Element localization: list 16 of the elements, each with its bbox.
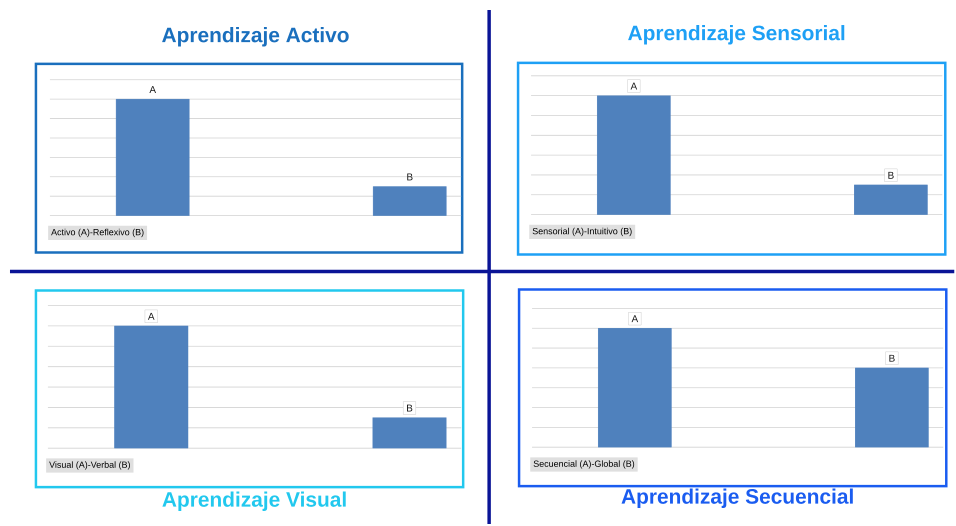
x-tick-label: B: [407, 404, 412, 412]
text: Aprendizaje Visual: [162, 492, 346, 512]
chart-title: Aprendizaje Activo: [162, 27, 349, 47]
x-tick-label: B: [889, 354, 895, 362]
x-tick-label: A: [149, 86, 156, 94]
x-axis-title: Activo (A)-Reflexivo (B): [51, 228, 144, 238]
x-tick-label: A: [632, 315, 638, 322]
x-axis-title: Secuencial (A)-Global (B): [534, 460, 634, 469]
chart-title: Aprendizaje Sensorial: [628, 25, 844, 45]
text: Aprendizaje Secuencial: [622, 488, 853, 508]
x-tick-label: B: [888, 172, 894, 179]
x-axis-title: Sensorial (A)-Intuitivo (B): [532, 228, 632, 236]
x-tick-label: A: [148, 313, 155, 320]
x-tick-label: B: [407, 174, 413, 180]
x-axis-title: Visual (A)-Verbal (B): [49, 461, 130, 470]
x-tick-label: A: [630, 82, 638, 90]
